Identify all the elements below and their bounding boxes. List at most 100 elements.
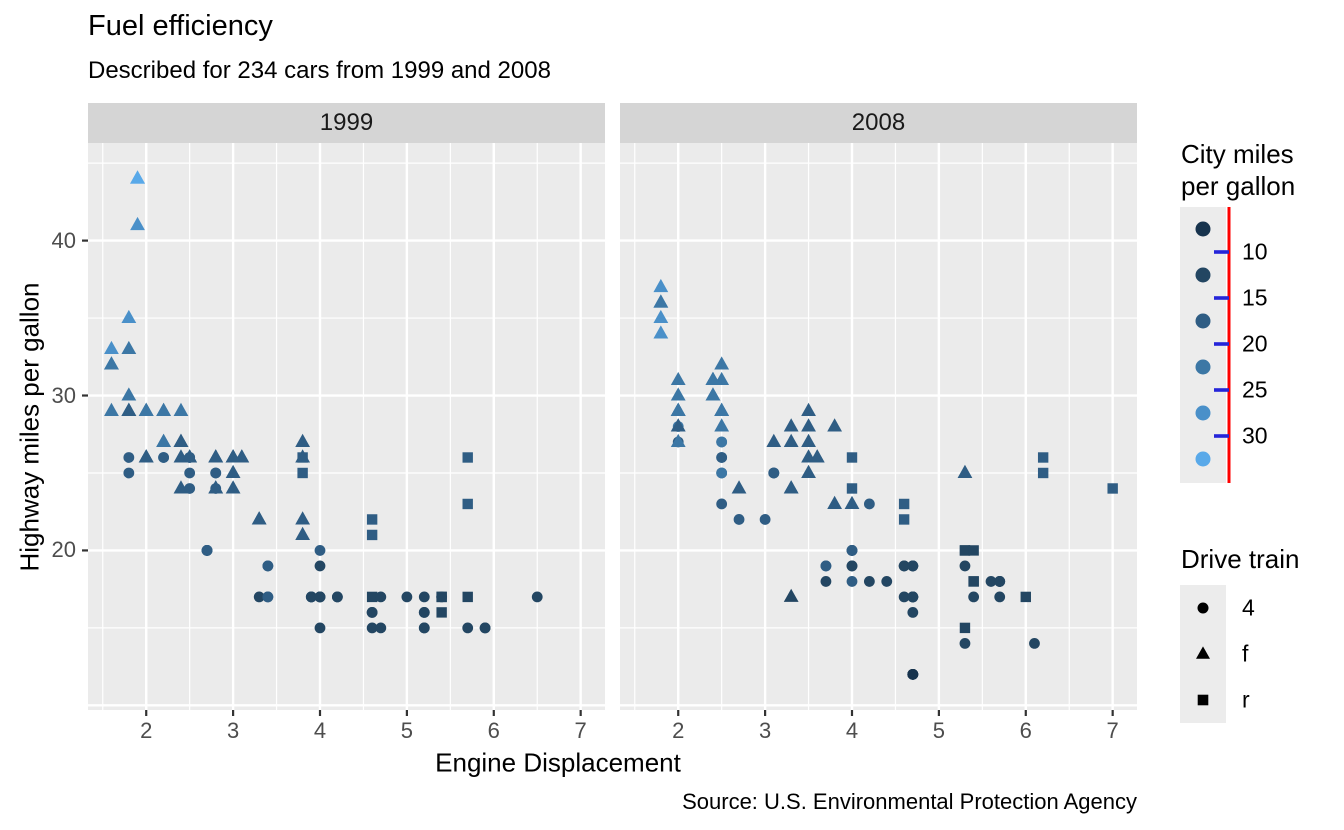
color-legend-tick — [1214, 434, 1229, 438]
facet-strip-1999: 1999 — [319, 109, 374, 136]
color-legend-label: 15 — [1242, 284, 1268, 311]
circle-glyph-icon — [1197, 602, 1209, 614]
data-point — [968, 591, 980, 603]
data-point — [123, 467, 135, 479]
data-point — [716, 452, 728, 463]
data-point — [670, 433, 686, 447]
data-point — [253, 591, 265, 603]
data-point — [251, 511, 267, 525]
color-legend-label: 30 — [1242, 422, 1268, 449]
data-point — [653, 278, 669, 293]
data-point — [208, 449, 224, 463]
data-point — [104, 356, 119, 370]
x-tick-label: 2 — [672, 718, 685, 743]
data-point — [173, 402, 189, 417]
data-point — [714, 356, 730, 370]
data-point — [208, 480, 224, 494]
x-tick-label: 3 — [226, 718, 240, 743]
data-point — [994, 576, 1006, 587]
data-point — [898, 560, 910, 572]
y-tick-label: 20 — [51, 537, 76, 563]
data-point — [731, 480, 747, 494]
data-point — [801, 433, 816, 447]
data-point — [653, 309, 669, 324]
data-point — [295, 433, 311, 447]
shape-legend-label: f — [1242, 640, 1249, 667]
data-point — [366, 514, 378, 525]
data-point — [375, 591, 387, 603]
data-point — [436, 607, 447, 618]
data-point — [783, 418, 799, 432]
data-point — [366, 529, 378, 541]
data-point — [375, 622, 387, 634]
data-point — [418, 622, 430, 634]
data-point — [436, 591, 447, 603]
data-point — [262, 591, 274, 603]
data-point — [462, 622, 474, 634]
color-legend-title: City miles per gallon — [1181, 138, 1295, 202]
data-point — [138, 402, 154, 417]
data-point — [705, 387, 721, 401]
data-point — [670, 371, 686, 386]
data-point — [1107, 483, 1118, 494]
chart-subtitle: Described for 234 cars from 1999 and 200… — [88, 57, 551, 84]
data-point — [158, 452, 169, 463]
data-point — [121, 340, 137, 355]
data-point — [670, 418, 686, 432]
data-point — [156, 402, 171, 417]
caption: Source: U.S. Environmental Protection Ag… — [682, 789, 1137, 814]
data-point — [184, 483, 196, 494]
data-point — [846, 576, 858, 587]
data-point — [863, 576, 875, 587]
data-point — [366, 591, 378, 603]
data-point — [898, 514, 910, 525]
data-point — [462, 452, 473, 463]
color-legend-tick — [1214, 250, 1229, 254]
x-tick-label: 7 — [1106, 718, 1119, 743]
data-point — [331, 591, 343, 603]
data-point — [210, 467, 222, 479]
data-point — [184, 452, 196, 463]
color-legend-label: 20 — [1242, 330, 1268, 357]
data-point — [705, 371, 721, 386]
data-point — [297, 467, 308, 479]
data-point — [156, 433, 171, 447]
shape-legend-label: 4 — [1242, 594, 1255, 621]
data-point — [121, 402, 137, 417]
data-point — [844, 495, 860, 509]
data-point — [121, 309, 137, 324]
color-legend-dot — [1195, 221, 1211, 237]
data-point — [801, 402, 816, 417]
color-legend-tick — [1214, 342, 1229, 346]
data-point — [366, 607, 378, 618]
data-point — [1037, 467, 1049, 479]
data-point — [801, 418, 816, 432]
data-point — [863, 498, 875, 510]
data-point — [1029, 637, 1040, 649]
shape-legend-title: Drive train — [1181, 544, 1300, 574]
data-point — [462, 591, 473, 603]
data-point — [1020, 591, 1031, 603]
color-legend-dot — [1195, 359, 1211, 375]
square-glyph-icon — [1197, 694, 1209, 706]
color-legend-label: 10 — [1242, 238, 1268, 265]
data-point — [418, 607, 430, 618]
data-point — [295, 526, 311, 540]
data-point — [907, 668, 919, 680]
color-legend-title-line1: City miles — [1181, 139, 1294, 169]
color-legend-tick — [1214, 296, 1229, 300]
data-point — [759, 514, 771, 525]
x-tick-label: 2 — [140, 718, 153, 743]
data-point — [104, 402, 119, 417]
shape-legend-label: r — [1242, 686, 1250, 713]
facet-strip-bg — [88, 103, 605, 143]
data-point — [201, 545, 213, 556]
chart-title: Fuel efficiency — [88, 10, 273, 42]
x-tick-label: 4 — [845, 718, 859, 743]
color-legend-label: 25 — [1242, 376, 1268, 403]
data-point — [714, 402, 730, 417]
data-point — [827, 495, 843, 509]
data-point — [846, 560, 858, 572]
data-point — [766, 433, 782, 447]
data-point — [783, 480, 799, 494]
